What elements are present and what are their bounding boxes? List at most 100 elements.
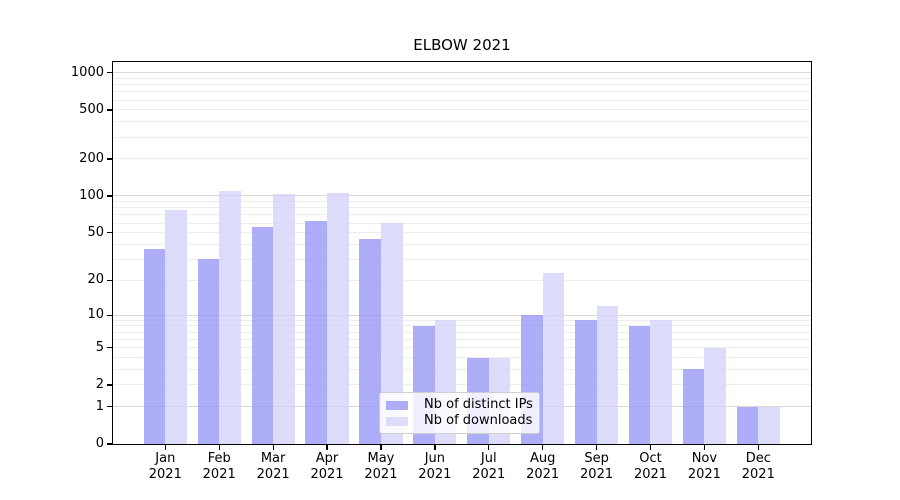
legend-item: Nb of downloads xyxy=(386,413,533,429)
y-tick-label: 20 xyxy=(87,272,104,288)
bar-downloads-mar xyxy=(273,193,295,444)
axis-spine-top xyxy=(112,61,812,63)
x-tick-label: Jun 2021 xyxy=(418,451,452,482)
y-tick xyxy=(106,314,112,316)
y-tick xyxy=(106,195,112,197)
y-tick-label: 500 xyxy=(79,101,104,117)
bar-downloads-sep xyxy=(596,306,619,444)
y-tick xyxy=(106,158,112,160)
x-tick xyxy=(434,445,436,450)
bar-downloads-nov xyxy=(704,347,726,444)
y-tick-label: 200 xyxy=(79,150,104,166)
gridline-minor xyxy=(113,214,811,216)
bar-distinct-ips-mar xyxy=(251,226,274,444)
y-tick xyxy=(106,109,112,111)
legend: Nb of distinct IPs Nb of downloads xyxy=(379,392,540,434)
y-tick xyxy=(106,347,112,349)
gridline-minor xyxy=(113,347,811,349)
y-tick-label: 50 xyxy=(87,224,104,240)
bar-distinct-ips-dec xyxy=(736,406,759,444)
x-tick-label: Dec 2021 xyxy=(741,451,775,482)
y-tick xyxy=(106,232,112,234)
chart-title: ELBOW 2021 xyxy=(413,36,511,54)
gridline-minor xyxy=(113,121,811,123)
x-tick xyxy=(272,445,274,450)
y-tick xyxy=(106,443,112,445)
x-tick xyxy=(218,445,220,450)
gridline-minor xyxy=(113,201,811,203)
gridline-minor xyxy=(113,84,811,86)
y-tick xyxy=(106,406,112,408)
bar-downloads-aug xyxy=(542,273,565,444)
bar-downloads-feb xyxy=(219,190,241,444)
y-tick-label: 10 xyxy=(87,307,104,323)
x-tick-label: Oct 2021 xyxy=(633,451,668,482)
gridline-major xyxy=(113,195,811,197)
gridline-minor xyxy=(113,158,811,160)
bar-distinct-ips-apr xyxy=(305,221,328,444)
y-tick-label: 2 xyxy=(95,376,104,392)
x-tick-label: May 2021 xyxy=(364,451,398,482)
x-tick xyxy=(595,445,598,450)
gridline-minor xyxy=(113,109,811,111)
bar-downloads-apr xyxy=(327,192,349,444)
legend-swatch-icon xyxy=(386,400,408,410)
x-tick-label: Aug 2021 xyxy=(526,451,560,482)
x-tick-label: Mar 2021 xyxy=(256,451,290,482)
legend-swatch-icon xyxy=(386,416,408,426)
x-tick xyxy=(488,445,490,450)
legend-label: Nb of downloads xyxy=(424,413,533,428)
gridline-major xyxy=(113,72,811,74)
gridline-minor xyxy=(113,99,811,101)
y-tick-label: 5 xyxy=(95,339,104,355)
gridline-minor xyxy=(113,331,811,333)
gridline-minor xyxy=(113,279,811,281)
axis-spine-right xyxy=(811,61,813,445)
gridline-minor xyxy=(113,338,811,340)
axis-spine-left xyxy=(112,61,114,445)
gridline-minor xyxy=(113,222,811,224)
bar-downloads-jan xyxy=(165,209,187,444)
gridline-minor xyxy=(113,319,811,321)
y-tick-label: 1 xyxy=(95,398,104,414)
bar-downloads-may xyxy=(380,223,403,444)
x-tick-label: Nov 2021 xyxy=(687,451,721,482)
x-tick xyxy=(542,445,544,450)
bar-distinct-ips-nov xyxy=(682,369,705,444)
bar-distinct-ips-feb xyxy=(197,259,220,444)
bar-downloads-dec xyxy=(758,406,780,444)
x-tick-label: Feb 2021 xyxy=(202,451,236,482)
x-tick-label: Jan 2021 xyxy=(148,451,182,482)
x-tick xyxy=(649,445,652,450)
gridline-minor xyxy=(113,232,811,234)
x-tick-label: Apr 2021 xyxy=(310,451,344,482)
x-tick xyxy=(703,445,706,450)
gridline-minor xyxy=(113,91,811,93)
y-tick xyxy=(106,384,112,386)
y-tick-label: 100 xyxy=(79,187,104,203)
gridline-minor xyxy=(113,368,811,370)
legend-item: Nb of distinct IPs xyxy=(386,397,533,413)
bar-distinct-ips-oct xyxy=(628,325,651,444)
axis-spine-bottom xyxy=(112,443,812,445)
x-tick xyxy=(326,445,328,450)
legend-label: Nb of distinct IPs xyxy=(424,397,533,412)
x-tick xyxy=(164,445,166,450)
gridline-minor xyxy=(113,243,811,245)
bar-distinct-ips-may xyxy=(359,239,381,444)
y-tick xyxy=(106,279,112,282)
x-tick-label: Sep 2021 xyxy=(580,451,614,482)
x-tick xyxy=(380,445,382,450)
bar-downloads-oct xyxy=(650,320,673,444)
gridline-minor xyxy=(113,207,811,209)
x-tick xyxy=(757,445,759,450)
y-tick-label: 1000 xyxy=(70,64,104,80)
bar-distinct-ips-sep xyxy=(574,320,597,444)
gridline-minor xyxy=(113,325,811,327)
x-tick-label: Jul 2021 xyxy=(472,451,506,482)
y-tick-label: 0 xyxy=(95,436,104,451)
gridline-minor xyxy=(113,357,811,358)
gridline-minor xyxy=(113,384,811,386)
gridline-major xyxy=(113,314,811,316)
